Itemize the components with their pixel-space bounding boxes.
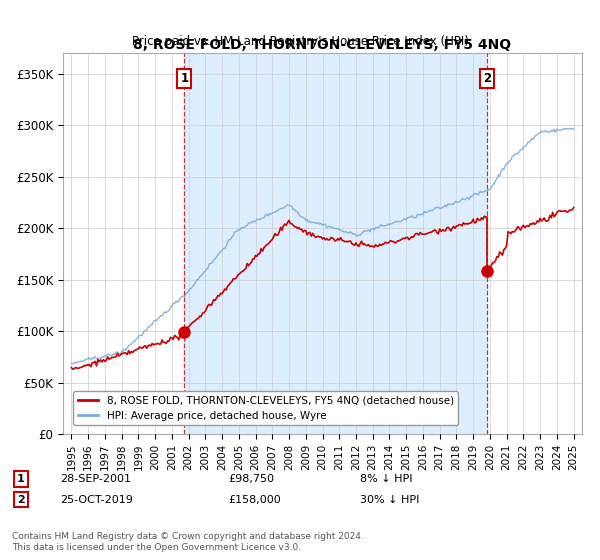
Legend: 8, ROSE FOLD, THORNTON-CLEVELEYS, FY5 4NQ (detached house), HPI: Average price, : 8, ROSE FOLD, THORNTON-CLEVELEYS, FY5 4N… (73, 391, 458, 425)
Text: Contains HM Land Registry data © Crown copyright and database right 2024.
This d: Contains HM Land Registry data © Crown c… (12, 532, 364, 552)
Bar (184, 53, 487, 434)
Text: 8% ↓ HPI: 8% ↓ HPI (360, 474, 413, 484)
Text: 1: 1 (181, 72, 188, 86)
Text: 2: 2 (483, 72, 491, 86)
Text: 25-OCT-2019: 25-OCT-2019 (60, 494, 133, 505)
Text: 2: 2 (17, 494, 25, 505)
Text: 1: 1 (17, 474, 25, 484)
Title: 8, ROSE FOLD, THORNTON-CLEVELEYS, FY5 4NQ: 8, ROSE FOLD, THORNTON-CLEVELEYS, FY5 4N… (133, 38, 512, 52)
Text: 28-SEP-2001: 28-SEP-2001 (60, 474, 131, 484)
Text: £158,000: £158,000 (228, 494, 281, 505)
Text: Price paid vs. HM Land Registry's House Price Index (HPI): Price paid vs. HM Land Registry's House … (131, 35, 469, 48)
Text: £98,750: £98,750 (228, 474, 274, 484)
Text: 30% ↓ HPI: 30% ↓ HPI (360, 494, 419, 505)
